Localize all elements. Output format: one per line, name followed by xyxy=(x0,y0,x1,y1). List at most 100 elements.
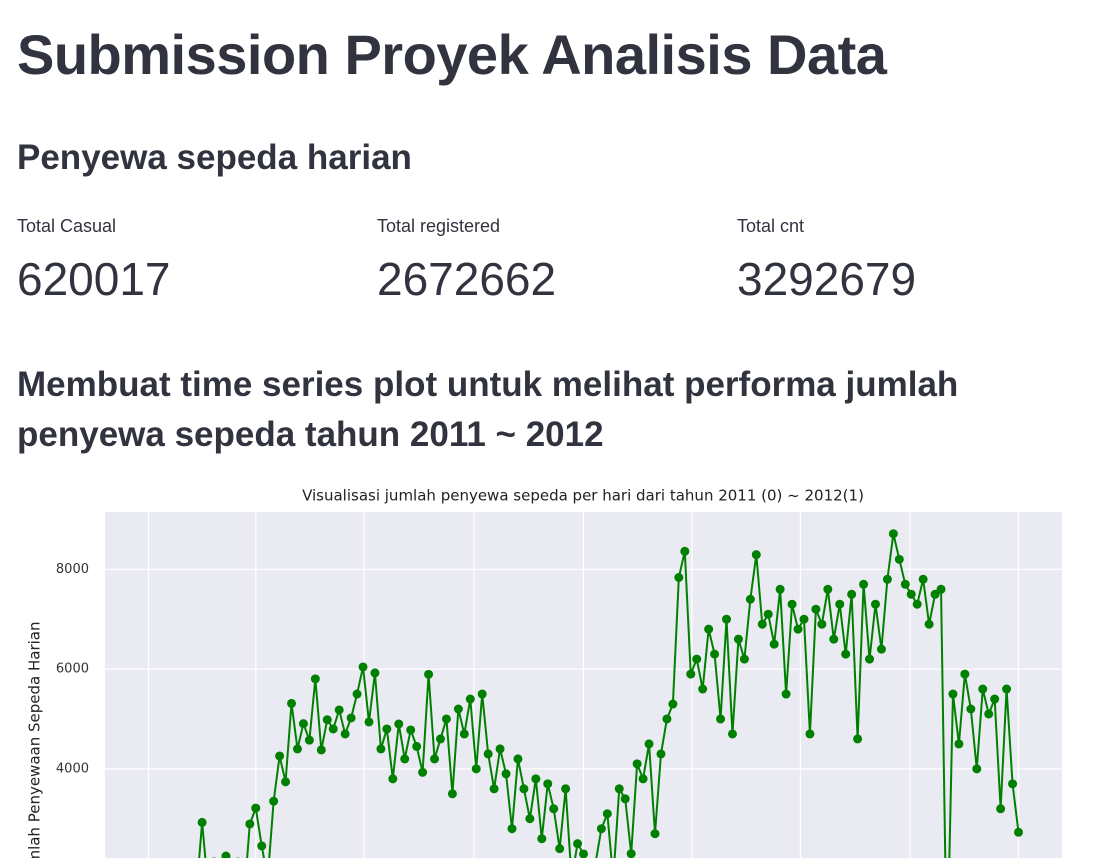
data-point xyxy=(197,817,207,827)
data-point xyxy=(716,714,726,724)
data-point xyxy=(245,819,255,829)
data-point xyxy=(495,744,505,754)
data-point xyxy=(334,705,344,715)
data-point xyxy=(549,804,559,814)
data-point xyxy=(733,634,743,644)
data-point xyxy=(1014,827,1023,837)
data-point xyxy=(328,724,338,734)
data-point xyxy=(435,734,445,744)
data-point xyxy=(221,851,231,858)
data-point xyxy=(1002,684,1012,694)
data-point xyxy=(835,599,845,609)
data-point xyxy=(727,729,737,739)
data-point xyxy=(418,767,428,777)
data-point xyxy=(865,654,875,664)
data-point xyxy=(269,796,279,806)
data-point xyxy=(388,774,398,784)
data-point xyxy=(882,574,892,584)
data-point xyxy=(310,674,320,684)
data-point xyxy=(430,754,440,764)
chart: Visualisasi jumlah penyewa sepeda per ha… xyxy=(0,480,1099,858)
data-point xyxy=(990,694,1000,704)
data-point xyxy=(829,634,839,644)
data-point xyxy=(876,644,886,654)
y-axis-label: Jumlah Penyewaan Sepeda Harian xyxy=(26,622,44,858)
data-point xyxy=(686,669,696,679)
data-point xyxy=(787,599,797,609)
metric-value: 2672662 xyxy=(377,253,557,305)
data-point xyxy=(799,614,809,624)
data-point xyxy=(972,764,982,774)
data-point xyxy=(668,699,678,709)
data-point xyxy=(513,754,523,764)
data-point xyxy=(936,584,946,594)
data-point xyxy=(632,759,642,769)
data-point xyxy=(477,689,487,699)
data-point xyxy=(960,669,970,679)
data-point xyxy=(894,554,904,564)
data-point xyxy=(447,789,457,799)
data-point xyxy=(364,717,374,727)
data-point xyxy=(537,834,547,844)
data-point xyxy=(561,784,571,794)
data-point xyxy=(531,774,541,784)
data-point xyxy=(394,719,404,729)
data-point xyxy=(483,749,493,759)
data-point xyxy=(811,604,821,614)
data-point xyxy=(519,784,529,794)
data-point xyxy=(650,829,660,839)
data-point xyxy=(823,584,833,594)
data-point xyxy=(507,824,517,834)
data-point xyxy=(489,784,499,794)
data-point xyxy=(757,619,767,629)
data-point xyxy=(751,550,761,560)
data-point xyxy=(662,714,672,724)
data-point xyxy=(340,729,350,739)
data-point xyxy=(644,739,654,749)
data-point xyxy=(996,804,1006,814)
data-point xyxy=(501,769,511,779)
data-point xyxy=(638,774,648,784)
data-point xyxy=(251,803,261,813)
data-point xyxy=(847,589,857,599)
metric-label: Total cnt xyxy=(737,216,805,236)
data-point xyxy=(275,751,285,761)
data-point xyxy=(525,814,535,824)
data-point xyxy=(853,734,863,744)
data-point xyxy=(1008,779,1018,789)
data-point xyxy=(471,764,481,774)
data-point xyxy=(954,739,964,749)
data-point xyxy=(573,839,583,849)
data-point xyxy=(465,694,475,704)
data-point xyxy=(555,844,565,854)
data-point xyxy=(358,662,368,672)
data-point xyxy=(376,744,386,754)
data-point xyxy=(352,689,362,699)
data-point xyxy=(900,579,910,589)
data-point xyxy=(596,824,606,834)
data-point xyxy=(304,735,314,745)
data-point xyxy=(888,529,898,539)
data-point xyxy=(918,574,928,584)
section-header: Membuat time series plot untuk melihat p… xyxy=(17,365,959,454)
metric-value: 620017 xyxy=(17,253,171,305)
data-point xyxy=(745,594,755,604)
data-point xyxy=(298,719,308,729)
data-point xyxy=(370,668,380,678)
y-tick-label: 8000 xyxy=(56,562,89,577)
data-point xyxy=(722,614,732,624)
data-point xyxy=(287,698,297,708)
metric-label: Total Casual xyxy=(17,216,117,236)
data-point xyxy=(763,609,773,619)
data-point xyxy=(930,589,940,599)
data-point xyxy=(292,744,302,754)
data-point xyxy=(984,709,994,719)
data-point xyxy=(793,624,803,634)
page-title: Submission Proyek Analisis Data xyxy=(17,23,887,86)
data-point xyxy=(704,624,714,634)
data-point xyxy=(316,745,326,755)
data-point xyxy=(870,599,880,609)
data-point xyxy=(412,741,422,751)
